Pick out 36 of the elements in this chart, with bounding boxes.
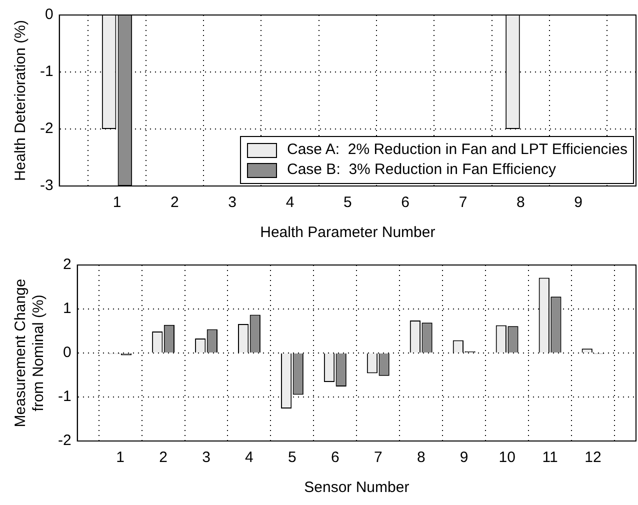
x-tick-label: 3: [202, 449, 210, 466]
y-tick-label: 1: [62, 300, 72, 318]
y-tick-label: -1: [40, 63, 54, 80]
x-tick-label: 1: [112, 194, 122, 212]
x-tick-label: 6: [331, 449, 340, 466]
legend-label: Case A: 2% Reduction in Fan and LPT Efficiencies: [287, 140, 628, 160]
y-tick-label: 2: [62, 256, 72, 274]
x-tick-label: 4: [245, 449, 254, 466]
x-tick-label: 2: [159, 449, 168, 466]
x-tick-label: 2: [170, 194, 179, 212]
y-tick-label: -3: [40, 177, 54, 194]
x-tick-label: 5: [288, 449, 296, 466]
x-tick-label: 9: [574, 194, 583, 212]
x-tick-label: 7: [458, 194, 468, 212]
x-tick-label: 4: [286, 194, 294, 212]
y-tick-label: -2: [58, 432, 72, 450]
x-tick-label: 9: [460, 449, 468, 466]
x-tick-label: 12: [584, 449, 602, 466]
x-tick-label: 5: [343, 194, 352, 212]
x-tick-label: 8: [416, 449, 426, 466]
y-axis-title: Measurement Change from Nominal (%): [12, 278, 48, 428]
y-tick-label: -1: [58, 388, 72, 406]
x-tick-label: 6: [401, 194, 410, 212]
x-axis-title: Sensor Number: [304, 479, 410, 496]
x-tick-label: 1: [116, 449, 124, 466]
y-tick-label: 0: [62, 344, 72, 362]
x-axis-title: Health Parameter Number: [260, 224, 436, 242]
x-tick-label: 8: [516, 194, 525, 212]
y-tick-label: -2: [40, 120, 54, 138]
legend-label: Case B: 3% Reduction in Fan Efficiency: [287, 160, 556, 180]
y-tick-label: 0: [44, 6, 54, 24]
x-tick-label: 10: [498, 449, 516, 466]
x-tick-label: 11: [542, 449, 558, 466]
y-axis-title: Health Deterioration (%): [12, 20, 30, 181]
x-tick-label: 3: [228, 194, 237, 212]
x-tick-label: 7: [374, 449, 382, 466]
